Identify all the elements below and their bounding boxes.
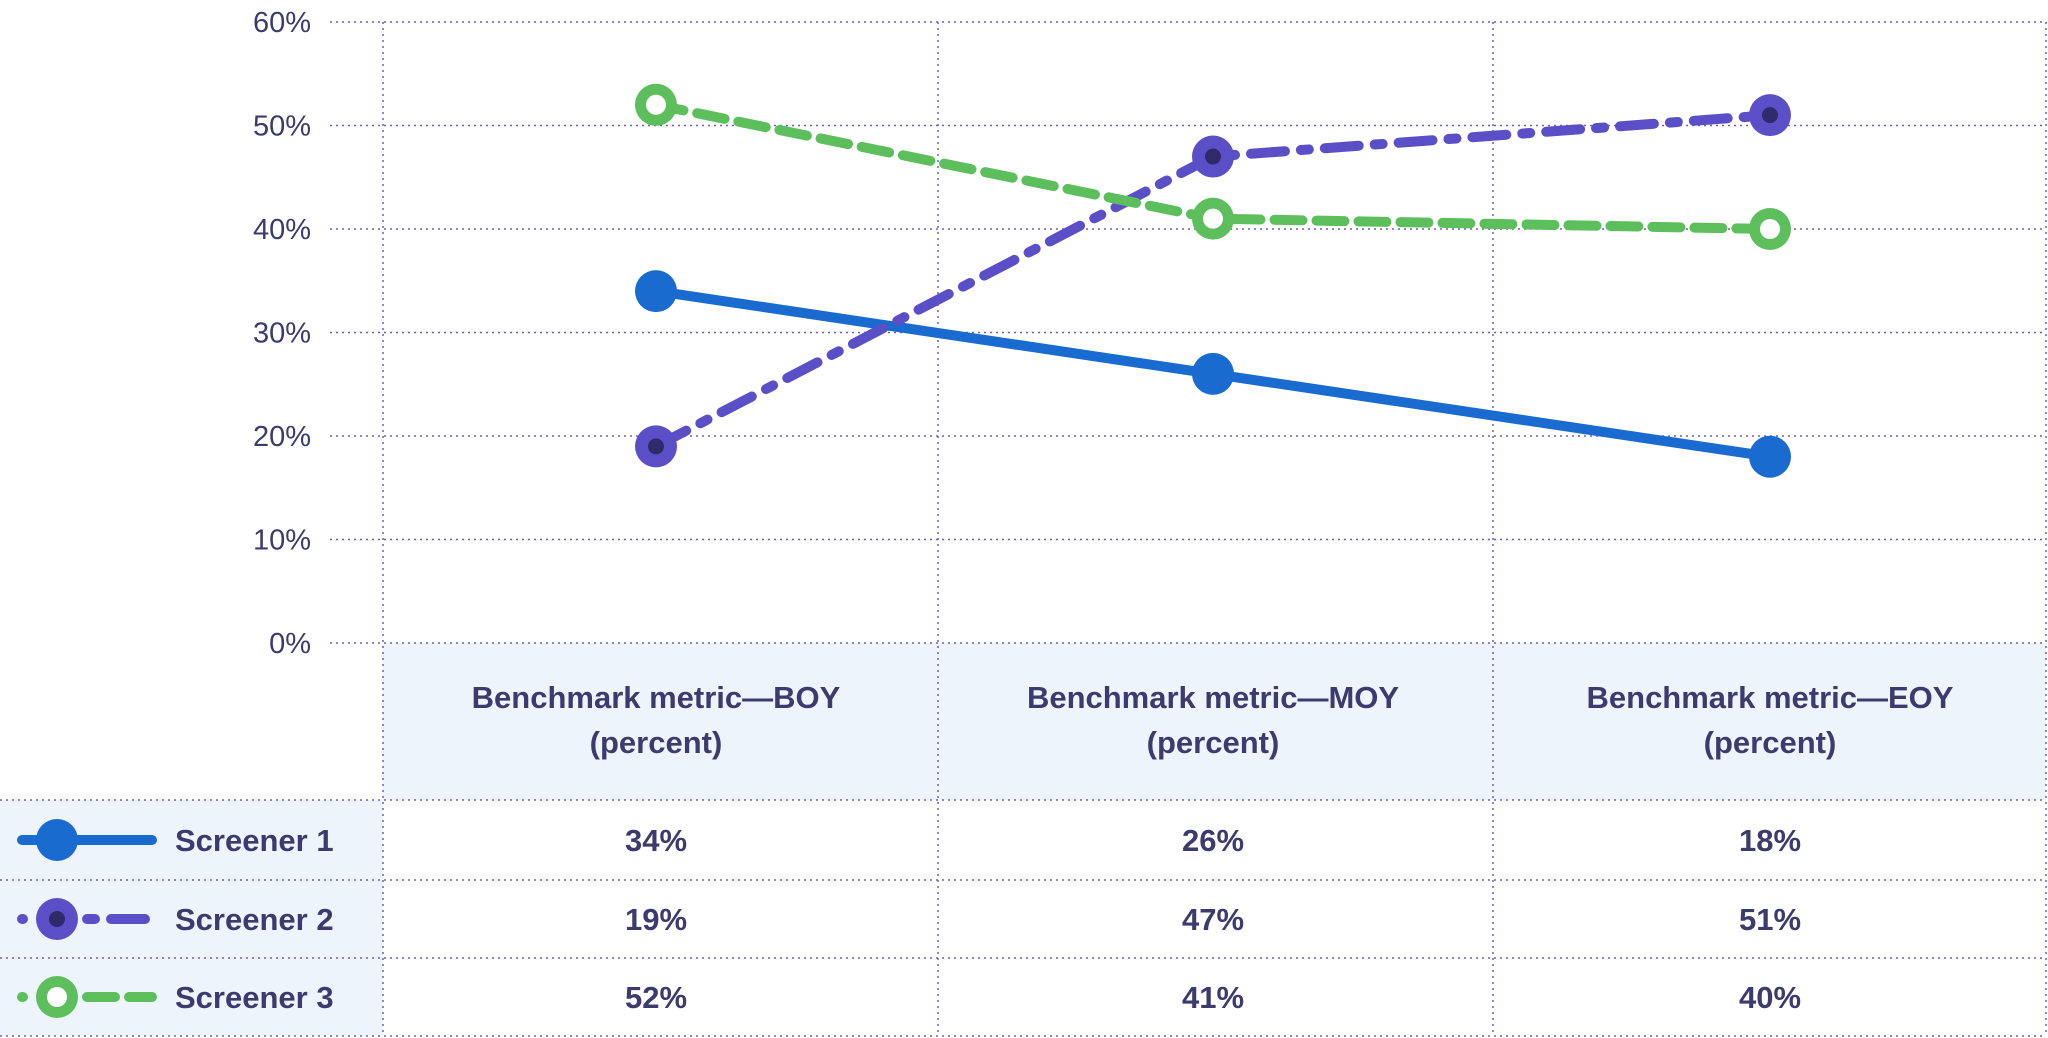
data-point-s2-2-center <box>1205 148 1221 165</box>
y-tick-label: 30% <box>253 318 311 350</box>
category-header: Benchmark metric—BOY (percent) <box>472 680 841 760</box>
data-point-s3-2-center <box>1203 208 1223 229</box>
y-tick-label: 20% <box>253 421 311 453</box>
y-tick-label: 0% <box>269 628 311 660</box>
y-tick-label: 50% <box>253 111 311 143</box>
table-value: 40% <box>1739 980 1801 1015</box>
legend-label: Screener 2 <box>175 902 334 937</box>
table-value: 34% <box>625 823 687 858</box>
table-value: 19% <box>625 902 687 937</box>
table-value: 41% <box>1182 980 1244 1015</box>
data-point-s1-3 <box>1749 435 1791 478</box>
data-point-s2-3-center <box>1762 107 1778 124</box>
data-point-s3-3-center <box>1760 219 1780 239</box>
y-tick-label: 60% <box>253 7 311 39</box>
data-point-s1-1 <box>635 270 677 313</box>
data-point-s3-1-center <box>646 94 666 115</box>
table-header-bg <box>383 643 2046 800</box>
category-header: Benchmark metric—MOY (percent) <box>1027 680 1399 760</box>
table-value: 47% <box>1182 902 1244 937</box>
legend-marker-2-center <box>49 911 65 927</box>
legend-label: Screener 3 <box>175 980 334 1015</box>
table-value: 52% <box>625 980 687 1015</box>
data-point-s2-1-center <box>648 438 664 455</box>
table-value: 18% <box>1739 823 1801 858</box>
y-tick-label: 40% <box>253 214 311 246</box>
table-value: 26% <box>1182 823 1244 858</box>
table-value: 51% <box>1739 902 1801 937</box>
legend-marker-3-center <box>47 987 67 1007</box>
category-header: Benchmark metric—EOY (percent) <box>1587 680 1954 760</box>
legend-label: Screener 1 <box>175 823 334 858</box>
legend-marker-1 <box>36 819 78 861</box>
y-tick-label: 10% <box>253 525 311 557</box>
data-point-s1-2 <box>1192 352 1234 395</box>
